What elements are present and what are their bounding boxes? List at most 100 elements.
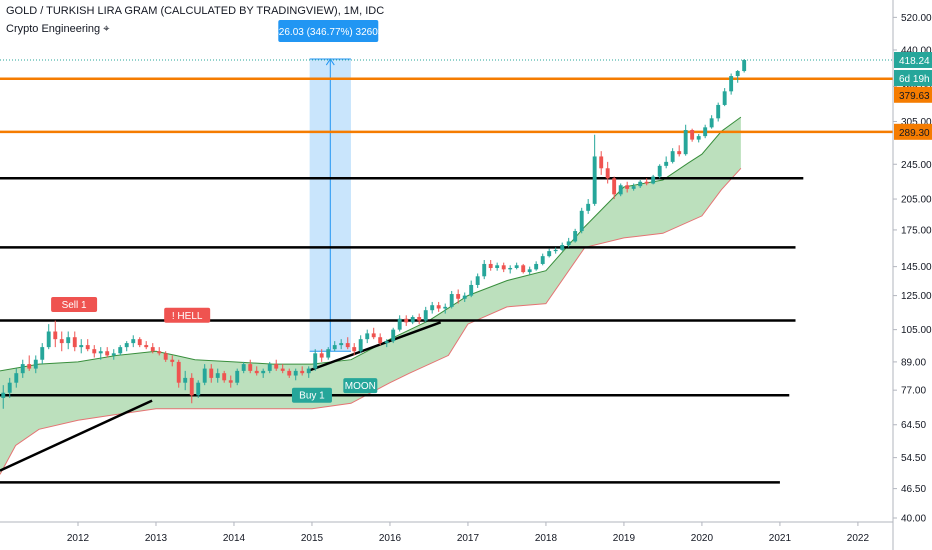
candle-body <box>534 263 539 270</box>
candle-body <box>397 318 402 330</box>
x-tick-label: 2021 <box>769 533 792 544</box>
candle-body <box>267 364 272 371</box>
x-tick-label: 2016 <box>379 533 402 544</box>
signal-buy-label: Buy 1 <box>299 391 325 402</box>
signal-sell-label: ! HELL <box>172 311 203 322</box>
y-tick-label: 305.00 <box>901 117 932 128</box>
candle-body <box>449 294 454 307</box>
trendline-1 <box>307 321 442 373</box>
candle-body <box>183 377 188 383</box>
candle-body <box>436 305 441 309</box>
candle-body <box>215 373 220 378</box>
x-tick-label: 2017 <box>457 533 480 544</box>
candle-body <box>677 151 682 155</box>
level-tag-379: 379.63 <box>899 91 930 102</box>
candle-body <box>664 161 669 166</box>
candle-body <box>241 364 246 371</box>
candle-body <box>111 353 116 356</box>
candle-body <box>345 343 350 348</box>
candle-body <box>508 267 513 270</box>
measure-label: 326.03 (346.77%) 32603 <box>273 27 384 38</box>
candle-body <box>566 241 571 245</box>
candle-body <box>417 317 422 321</box>
x-tick-label: 2020 <box>691 533 714 544</box>
candle-body <box>20 364 25 374</box>
candle-body <box>391 329 396 342</box>
candle-body <box>527 269 532 273</box>
candle-body <box>592 156 597 204</box>
candle-body <box>729 76 734 92</box>
candle-body <box>339 343 344 346</box>
x-tick-label: 2014 <box>223 533 246 544</box>
y-tick-label: 175.00 <box>901 225 932 236</box>
candle-body <box>690 130 695 140</box>
candle-body <box>157 351 162 354</box>
measure-label-box <box>278 20 379 42</box>
candle-body <box>605 168 610 179</box>
candle-body <box>423 310 428 321</box>
y-tick-label: 46.50 <box>901 484 926 495</box>
candle-body <box>443 306 448 309</box>
candle-body <box>352 347 357 352</box>
candle-body <box>92 349 97 354</box>
candle-body <box>313 353 318 369</box>
candle-body <box>274 364 279 369</box>
signal-buy-label: MOON <box>345 381 376 392</box>
candle-body <box>280 368 285 371</box>
candle-body <box>287 370 292 376</box>
horizontal-levels <box>0 59 893 484</box>
candle-body <box>703 127 708 137</box>
candle-body <box>59 339 64 344</box>
candle-body <box>495 265 500 268</box>
x-tick-label: 2013 <box>145 533 168 544</box>
candle-body <box>410 317 415 323</box>
candle-body <box>300 370 305 374</box>
candle-body <box>365 333 370 340</box>
candle-body <box>196 382 201 396</box>
candle-body <box>228 380 233 383</box>
candle-body <box>514 265 519 268</box>
candle-body <box>46 331 51 348</box>
indicator-name[interactable]: Crypto Engineering ⌖ <box>6 23 110 35</box>
y-tick-label: 105.00 <box>901 325 932 336</box>
candle-body <box>573 231 578 242</box>
candle-body <box>456 294 461 299</box>
candle-body <box>40 347 45 360</box>
candle-body <box>709 118 714 128</box>
candle-body <box>540 256 545 264</box>
candle-body <box>657 165 662 177</box>
candle-body <box>742 59 747 72</box>
candle-body <box>254 370 259 374</box>
candle-body <box>144 345 149 348</box>
candle-body <box>631 186 636 189</box>
candle-body <box>651 176 656 184</box>
candle-body <box>670 151 675 162</box>
signal-buy-box <box>343 378 378 394</box>
candle-body <box>716 104 721 119</box>
candle-body <box>404 318 409 323</box>
y-tick-label: 54.50 <box>901 453 926 464</box>
candle-body <box>306 368 311 374</box>
candle-body <box>625 185 630 189</box>
y-tick-label: 40.00 <box>901 514 926 525</box>
candle-body <box>586 203 591 211</box>
cloud-lower-line <box>0 167 742 475</box>
x-tick-label: 2019 <box>613 533 636 544</box>
candle-body <box>170 359 175 362</box>
candle-body <box>248 364 253 371</box>
candle-body <box>118 347 123 354</box>
candle-body <box>202 368 207 383</box>
candle-body <box>722 91 727 105</box>
x-tick-label: 2012 <box>67 533 90 544</box>
trendline-0 <box>0 399 153 472</box>
candle-body <box>482 263 487 277</box>
y-tick-label: 145.00 <box>901 262 932 273</box>
candle-body <box>521 265 526 273</box>
candle-body <box>462 295 467 299</box>
candle-body <box>326 349 331 358</box>
candle-body <box>378 337 383 344</box>
candle-body <box>293 370 298 376</box>
candle-body <box>85 345 90 350</box>
x-tick-label: 2018 <box>535 533 558 544</box>
